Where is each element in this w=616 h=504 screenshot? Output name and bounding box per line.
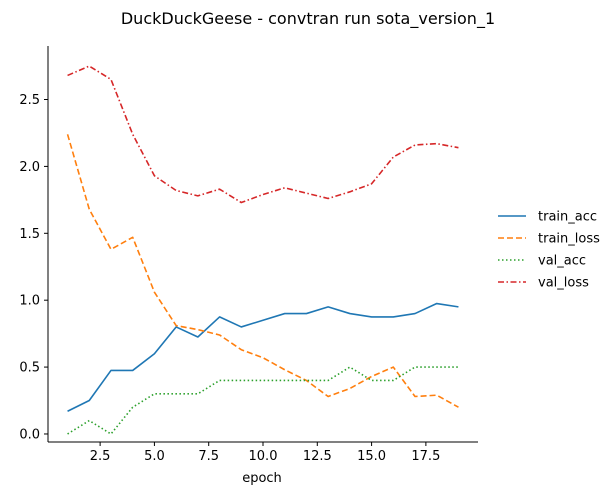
y-tick-label: 0.5 — [19, 361, 40, 376]
legend: train_acc train_loss val_acc val_loss — [498, 210, 600, 291]
x-tick-label: 2.5 — [90, 449, 111, 464]
legend-label-train-acc: train_acc — [538, 210, 597, 225]
y-tick-label: 2.5 — [19, 93, 40, 108]
series-line-val-loss — [67, 65, 459, 204]
y-tick-label: 1.5 — [19, 227, 40, 242]
y-tick-label: 0.0 — [19, 427, 40, 442]
series-line-train-loss — [66, 134, 459, 408]
legend-label-train-loss: train_loss — [538, 232, 600, 247]
x-tick-label: 12.5 — [303, 449, 332, 464]
chart-title: DuckDuckGeese - convtran run sota_versio… — [121, 9, 495, 29]
legend-label-val-acc: val_acc — [538, 254, 586, 269]
legend-label-val-loss: val_loss — [538, 276, 589, 291]
x-tick-label: 5.0 — [144, 449, 165, 464]
x-tick-label: 10.0 — [249, 449, 278, 464]
y-tick-label: 2.0 — [19, 160, 40, 175]
x-tick-label: 7.5 — [198, 449, 219, 464]
x-tick-label: 15.0 — [357, 449, 386, 464]
series-line-val-acc — [67, 366, 459, 435]
series-line-train-acc — [67, 302, 459, 412]
x-axis-label: epoch — [242, 471, 282, 486]
series-layer — [66, 65, 459, 435]
y-tick-label: 1.0 — [19, 294, 40, 309]
axes: 2.5 5.0 7.5 10.0 12.5 15.0 17.5 0.0 0.5 1.0 1.5 2.0… — [19, 46, 478, 464]
x-tick-label: 17.5 — [411, 449, 440, 464]
